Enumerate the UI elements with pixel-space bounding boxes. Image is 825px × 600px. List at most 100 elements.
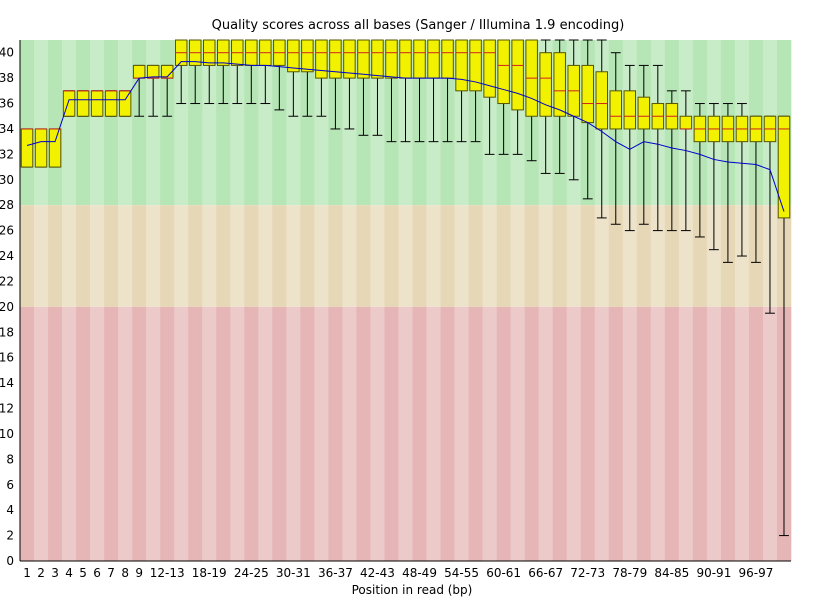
band-poor-stripe xyxy=(48,306,63,561)
band-good-stripe xyxy=(230,40,245,206)
x-tick-label: 42-43 xyxy=(360,566,395,580)
band-reasonable-stripe xyxy=(370,205,385,307)
x-tick-label: 1 xyxy=(23,566,31,580)
band-poor-stripe xyxy=(496,306,511,561)
box xyxy=(539,52,552,117)
box xyxy=(343,39,356,79)
band-poor-stripe xyxy=(384,306,399,561)
x-tick-label: 3 xyxy=(51,566,59,580)
box xyxy=(357,39,370,79)
band-poor-stripe xyxy=(636,306,652,561)
band-reasonable-stripe xyxy=(132,205,147,307)
band-poor-stripe xyxy=(566,306,582,561)
band-reasonable-stripe xyxy=(426,205,441,307)
band-poor-stripe xyxy=(706,306,722,561)
box xyxy=(287,39,300,73)
y-tick-label: 38 xyxy=(0,71,14,85)
box xyxy=(385,39,398,79)
band-reasonable-stripe xyxy=(342,205,357,307)
band-poor-stripe xyxy=(398,306,413,561)
band-good-stripe xyxy=(146,40,161,206)
band-reasonable-stripe xyxy=(20,205,35,307)
band-poor-stripe xyxy=(202,306,217,561)
x-tick-label: 5 xyxy=(79,566,87,580)
y-tick-label: 34 xyxy=(0,122,14,136)
box xyxy=(497,39,510,105)
band-poor-stripe xyxy=(608,306,624,561)
y-tick-label: 2 xyxy=(6,529,14,543)
band-reasonable-stripe xyxy=(384,205,399,307)
band-reasonable-stripe xyxy=(356,205,371,307)
band-poor-stripe xyxy=(426,306,441,561)
y-tick-label: 40 xyxy=(0,46,14,60)
band-reasonable-stripe xyxy=(174,205,189,307)
band-poor-stripe xyxy=(650,306,666,561)
band-poor-stripe xyxy=(748,306,764,561)
band-good-stripe xyxy=(272,40,287,206)
chart-title: Quality scores across all bases (Sanger … xyxy=(212,18,625,33)
box xyxy=(427,39,440,79)
band-poor-stripe xyxy=(314,306,329,561)
band-reasonable-stripe xyxy=(440,205,455,307)
band-reasonable-stripe xyxy=(468,205,483,307)
band-poor-stripe xyxy=(230,306,245,561)
band-poor-stripe xyxy=(244,306,259,561)
y-tick-label: 16 xyxy=(0,351,14,365)
y-tick-label: 36 xyxy=(0,97,14,111)
x-tick-label: 4 xyxy=(65,566,73,580)
band-reasonable-stripe xyxy=(118,205,133,307)
mean-line xyxy=(26,61,785,212)
band-poor-stripe xyxy=(62,306,77,561)
band-good-stripe xyxy=(202,40,217,206)
y-tick-label: 22 xyxy=(0,274,14,288)
box xyxy=(581,64,594,124)
x-tick-label: 84-85 xyxy=(654,566,689,580)
y-tick-label: 30 xyxy=(0,173,14,187)
band-reasonable-stripe xyxy=(328,205,343,307)
band-good-stripe xyxy=(104,40,119,206)
box xyxy=(90,90,104,117)
band-poor-stripe xyxy=(118,306,133,561)
box xyxy=(483,39,496,98)
band-poor-stripe xyxy=(342,306,357,561)
band-reasonable-stripe xyxy=(692,205,708,307)
box xyxy=(399,39,412,79)
band-poor-stripe xyxy=(440,306,455,561)
band-poor-stripe xyxy=(538,306,553,561)
band-poor-stripe xyxy=(482,306,497,561)
x-tick-label: 2 xyxy=(37,566,45,580)
band-reasonable-stripe xyxy=(48,205,63,307)
x-tick-label: 66-67 xyxy=(528,566,563,580)
box xyxy=(104,90,118,117)
band-reasonable-stripe xyxy=(482,205,497,307)
band-good-stripe xyxy=(286,40,301,206)
box xyxy=(441,39,454,79)
band-reasonable-stripe xyxy=(258,205,273,307)
band-reasonable-stripe xyxy=(510,205,525,307)
band-reasonable-stripe xyxy=(230,205,245,307)
box xyxy=(48,128,62,168)
band-poor-stripe xyxy=(678,306,694,561)
band-reasonable-stripe xyxy=(188,205,203,307)
band-poor-stripe xyxy=(734,306,750,561)
y-tick-label: 24 xyxy=(0,249,14,263)
band-poor-stripe xyxy=(510,306,525,561)
band-reasonable-stripe xyxy=(594,205,610,307)
band-reasonable-stripe xyxy=(398,205,413,307)
box xyxy=(371,39,384,79)
band-good-stripe xyxy=(258,40,273,206)
x-tick-label: 9 xyxy=(135,566,143,580)
band-poor-stripe xyxy=(580,306,596,561)
band-good-stripe xyxy=(244,40,259,206)
band-poor-stripe xyxy=(664,306,680,561)
band-reasonable-stripe xyxy=(636,205,652,307)
band-poor-stripe xyxy=(286,306,301,561)
y-tick-label: 20 xyxy=(0,300,14,314)
band-poor-stripe xyxy=(762,306,778,561)
band-reasonable-stripe xyxy=(76,205,91,307)
y-tick-label: 6 xyxy=(6,478,14,492)
box xyxy=(623,90,637,130)
quality-bands xyxy=(20,40,792,561)
band-good-stripe xyxy=(76,40,91,206)
